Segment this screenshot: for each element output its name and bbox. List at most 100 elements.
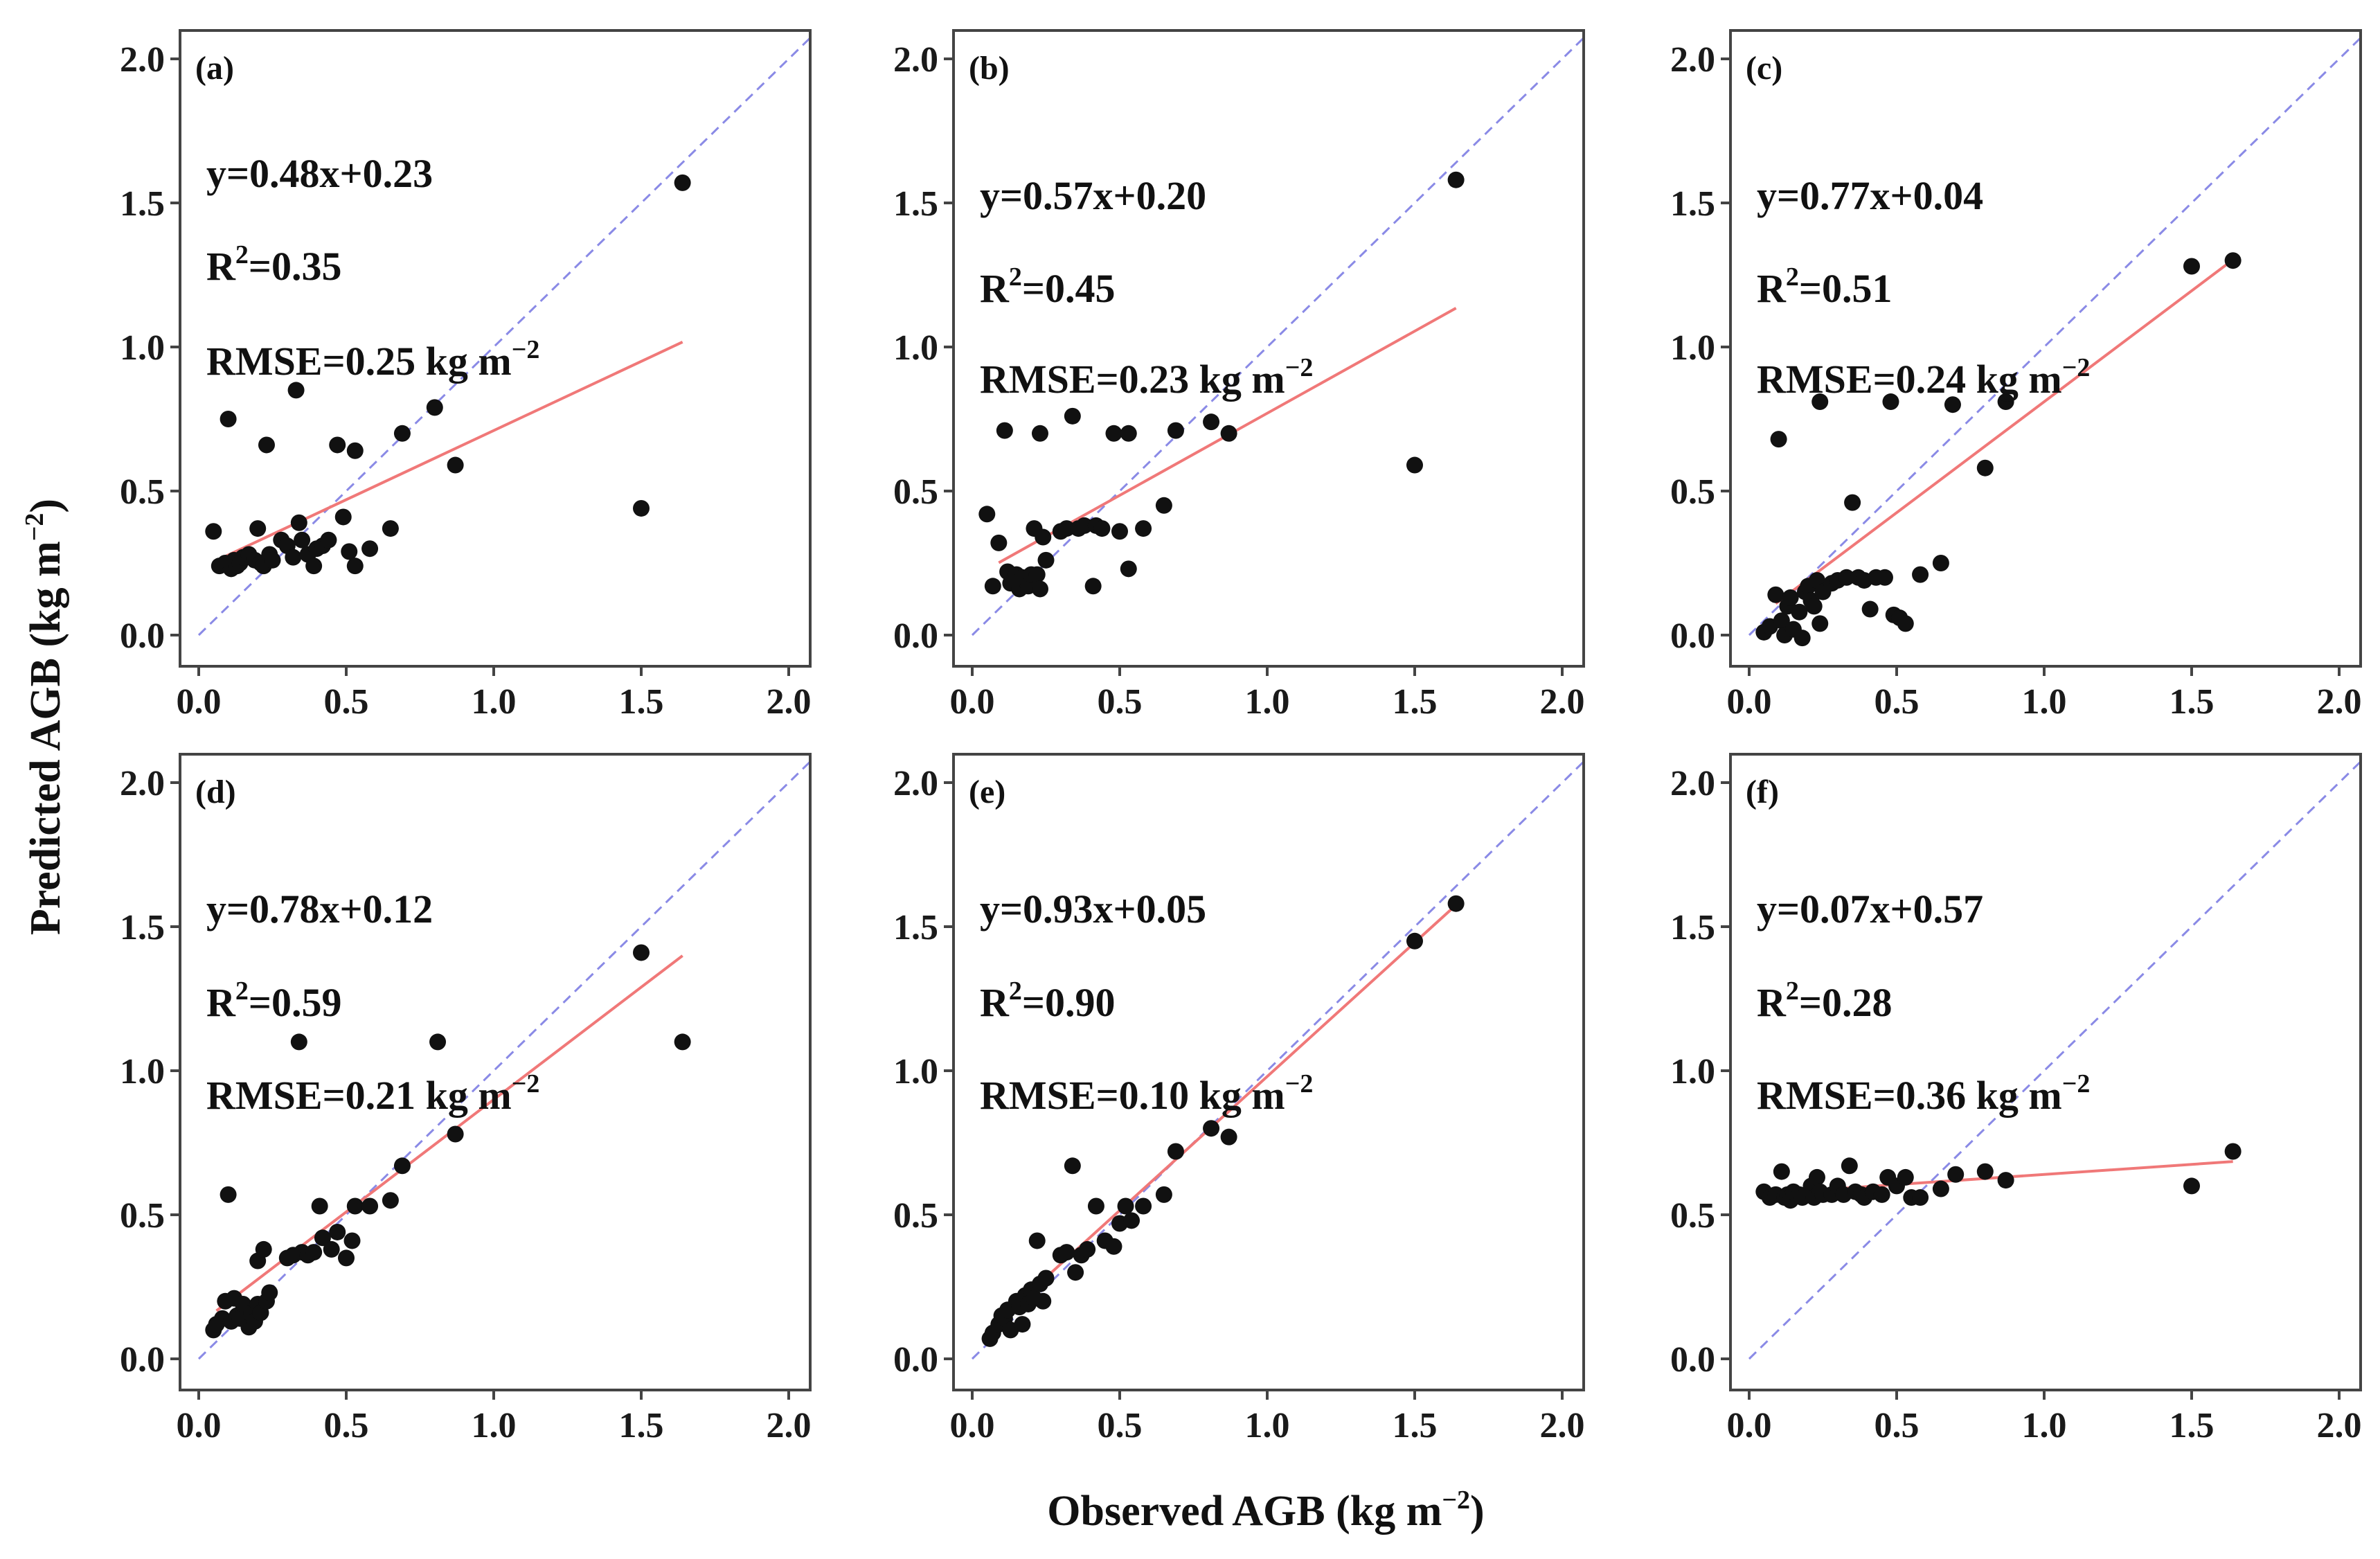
- data-point: [343, 1232, 361, 1249]
- x-tick-label: 0.0: [177, 682, 222, 722]
- y-tick-label: 0.0: [893, 616, 938, 656]
- data-point: [1876, 569, 1893, 586]
- data-point: [382, 1192, 399, 1209]
- y-tick-label: 0.5: [120, 472, 165, 512]
- panel-f: 0.0 0.5 1.0 1.5 2.0 0.0 0.5 1.0 1.5 2.0 (f) y=0.07x…: [1670, 753, 2362, 1445]
- data-point: [287, 382, 305, 399]
- data-point: [1120, 425, 1137, 442]
- rmse-value: RMSE=0.10 kg m: [980, 1073, 1285, 1118]
- data-point: [1782, 589, 1799, 606]
- rmse: RMSE=0.25 kg m−2: [206, 335, 539, 384]
- x-tick-label: 0.5: [1098, 1406, 1143, 1445]
- rmse-value: RMSE=0.36 kg m: [1757, 1073, 2062, 1118]
- data-point: [1844, 494, 1861, 511]
- data-point: [1932, 1180, 1949, 1197]
- data-point: [1932, 555, 1949, 571]
- x-tick-label: 2.0: [2317, 682, 2362, 722]
- data-point: [426, 399, 443, 416]
- x-tick-label: 1.5: [2169, 1406, 2215, 1445]
- data-point: [1976, 1163, 1994, 1180]
- data-point: [1037, 551, 1055, 569]
- y-tick-label: 0.0: [1670, 616, 1715, 656]
- y-tick-label: 1.0: [893, 1052, 938, 1092]
- plot-frame: [1729, 29, 2362, 668]
- panel-label: (f): [1746, 774, 1779, 810]
- panel-label: (a): [195, 50, 234, 87]
- rmse: RMSE=0.10 kg m−2: [980, 1069, 1313, 1118]
- r-squared: R2=0.35: [206, 240, 341, 289]
- x-tick-label: 2.0: [1540, 682, 1585, 722]
- data-point: [996, 422, 1013, 439]
- y-tick-label: 0.5: [1670, 1196, 1715, 1236]
- rmse-unit-exponent: −2: [512, 335, 540, 364]
- data-point: [1117, 1197, 1134, 1215]
- data-point: [1111, 523, 1128, 540]
- rmse-value: RMSE=0.21 kg m: [206, 1073, 512, 1118]
- y-tick-label: 1.5: [893, 184, 938, 224]
- data-point: [329, 1223, 346, 1240]
- rmse-value: RMSE=0.23 kg m: [980, 357, 1285, 402]
- data-point: [1031, 425, 1048, 442]
- one-to-one-line: [1748, 37, 2362, 636]
- data-point: [1997, 393, 2014, 411]
- data-point: [1912, 566, 1929, 583]
- x-tick-label: 1.0: [2022, 682, 2067, 722]
- data-point: [1220, 1128, 1237, 1146]
- y-tick-label: 2.0: [893, 764, 938, 803]
- data-point: [258, 436, 275, 454]
- x-tick-label: 1.0: [472, 682, 517, 722]
- y-tick-label: 0.5: [120, 1196, 165, 1236]
- panel-c: 0.0 0.5 1.0 1.5 2.0 0.0 0.5 1.0 1.5 2.0 (c) y=0.77x…: [1670, 29, 2362, 722]
- data-point: [1861, 600, 1879, 618]
- rmse-unit-exponent: −2: [2062, 353, 2091, 382]
- rmse-value: RMSE=0.25 kg m: [206, 339, 512, 384]
- rmse-unit-exponent: −2: [1285, 1069, 1314, 1098]
- y-tick-label: 1.5: [120, 908, 165, 947]
- data-point: [361, 540, 379, 558]
- data-point: [305, 558, 323, 575]
- x-tick-label: 1.5: [1393, 682, 1438, 722]
- data-point: [1067, 1264, 1084, 1281]
- data-point: [1155, 497, 1172, 514]
- regression-equation: y=0.78x+0.12: [206, 887, 433, 932]
- data-point: [294, 531, 311, 549]
- data-point: [249, 520, 267, 537]
- x-tick-label: 0.5: [324, 1406, 369, 1445]
- one-to-one-line: [1748, 760, 2362, 1360]
- x-axis-title-main: Observed AGB (kg m: [1047, 1488, 1442, 1535]
- data-point: [290, 1033, 307, 1051]
- x-tick-label: 1.0: [1245, 682, 1290, 722]
- y-tick-label: 0.0: [893, 1340, 938, 1380]
- r-squared-value: =0.90: [1022, 980, 1116, 1025]
- data-point: [1058, 520, 1075, 537]
- data-point: [329, 436, 346, 454]
- r-squared-symbol: R: [1757, 266, 1787, 311]
- data-point: [1793, 630, 1811, 647]
- panel-b: 0.0 0.5 1.0 1.5 2.0 0.0 0.5 1.0 1.5 2.0 (b) y=0.57x…: [893, 29, 1585, 722]
- x-tick-label: 1.5: [619, 682, 664, 722]
- data-point: [220, 1186, 237, 1203]
- data-point: [1058, 1244, 1075, 1261]
- data-point: [633, 944, 650, 961]
- data-point: [2183, 1177, 2200, 1195]
- rmse-value: RMSE=0.24 kg m: [1757, 357, 2062, 402]
- data-point: [633, 499, 650, 517]
- data-point: [1838, 569, 1855, 586]
- y-tick-label: 1.5: [1670, 908, 1715, 947]
- x-axis-title-sup: −2: [1442, 1486, 1470, 1515]
- rmse-unit-exponent: −2: [2062, 1069, 2091, 1098]
- regression-equation: y=0.48x+0.23: [206, 151, 433, 196]
- data-point: [2183, 258, 2200, 275]
- x-tick-label: 0.5: [324, 682, 369, 722]
- data-point: [1944, 396, 1961, 413]
- data-point: [1811, 393, 1829, 411]
- data-point: [1155, 1186, 1172, 1203]
- data-point: [1105, 1238, 1122, 1255]
- panels-group: 0.0 0.5 1.0 1.5 2.0 0.0 0.5 1.0 1.5 2.0 (a) y=0.48x…: [120, 29, 2362, 1445]
- r-squared-exponent: 2: [1786, 262, 1799, 292]
- data-point: [205, 523, 222, 540]
- data-point: [261, 1284, 278, 1301]
- data-point: [1406, 932, 1423, 950]
- y-tick-label: 0.0: [120, 616, 165, 656]
- y-tick-label: 1.0: [1670, 1052, 1715, 1092]
